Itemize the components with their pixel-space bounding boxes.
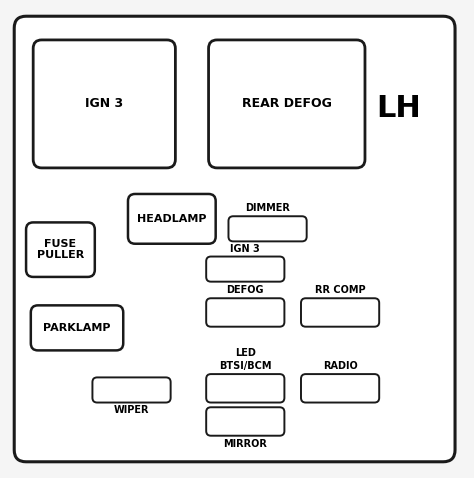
Text: WIPER: WIPER (114, 405, 149, 415)
FancyBboxPatch shape (206, 407, 284, 436)
Text: PARKLAMP: PARKLAMP (43, 323, 111, 333)
Text: MIRROR: MIRROR (223, 438, 267, 448)
FancyBboxPatch shape (31, 305, 123, 350)
Text: REAR DEFOG: REAR DEFOG (242, 98, 332, 110)
FancyBboxPatch shape (26, 222, 95, 277)
FancyBboxPatch shape (33, 40, 175, 168)
FancyBboxPatch shape (301, 374, 379, 402)
FancyBboxPatch shape (128, 194, 216, 244)
Text: IGN 3: IGN 3 (85, 98, 123, 110)
Text: FUSE
PULLER: FUSE PULLER (37, 239, 84, 261)
Text: HEADLAMP: HEADLAMP (137, 214, 207, 224)
Text: LED: LED (235, 348, 256, 358)
Text: DEFOG: DEFOG (227, 285, 264, 295)
Text: IGN 3: IGN 3 (230, 244, 260, 254)
FancyBboxPatch shape (228, 216, 307, 241)
Text: BTSI/BCM: BTSI/BCM (219, 361, 272, 371)
Text: RR COMP: RR COMP (315, 285, 365, 295)
FancyBboxPatch shape (209, 40, 365, 168)
FancyBboxPatch shape (92, 378, 171, 402)
FancyBboxPatch shape (206, 298, 284, 326)
FancyBboxPatch shape (206, 374, 284, 402)
Text: LH: LH (376, 94, 420, 123)
FancyBboxPatch shape (206, 257, 284, 282)
FancyBboxPatch shape (14, 16, 455, 462)
Text: RADIO: RADIO (323, 361, 357, 371)
Text: DIMMER: DIMMER (245, 204, 290, 213)
FancyBboxPatch shape (301, 298, 379, 326)
